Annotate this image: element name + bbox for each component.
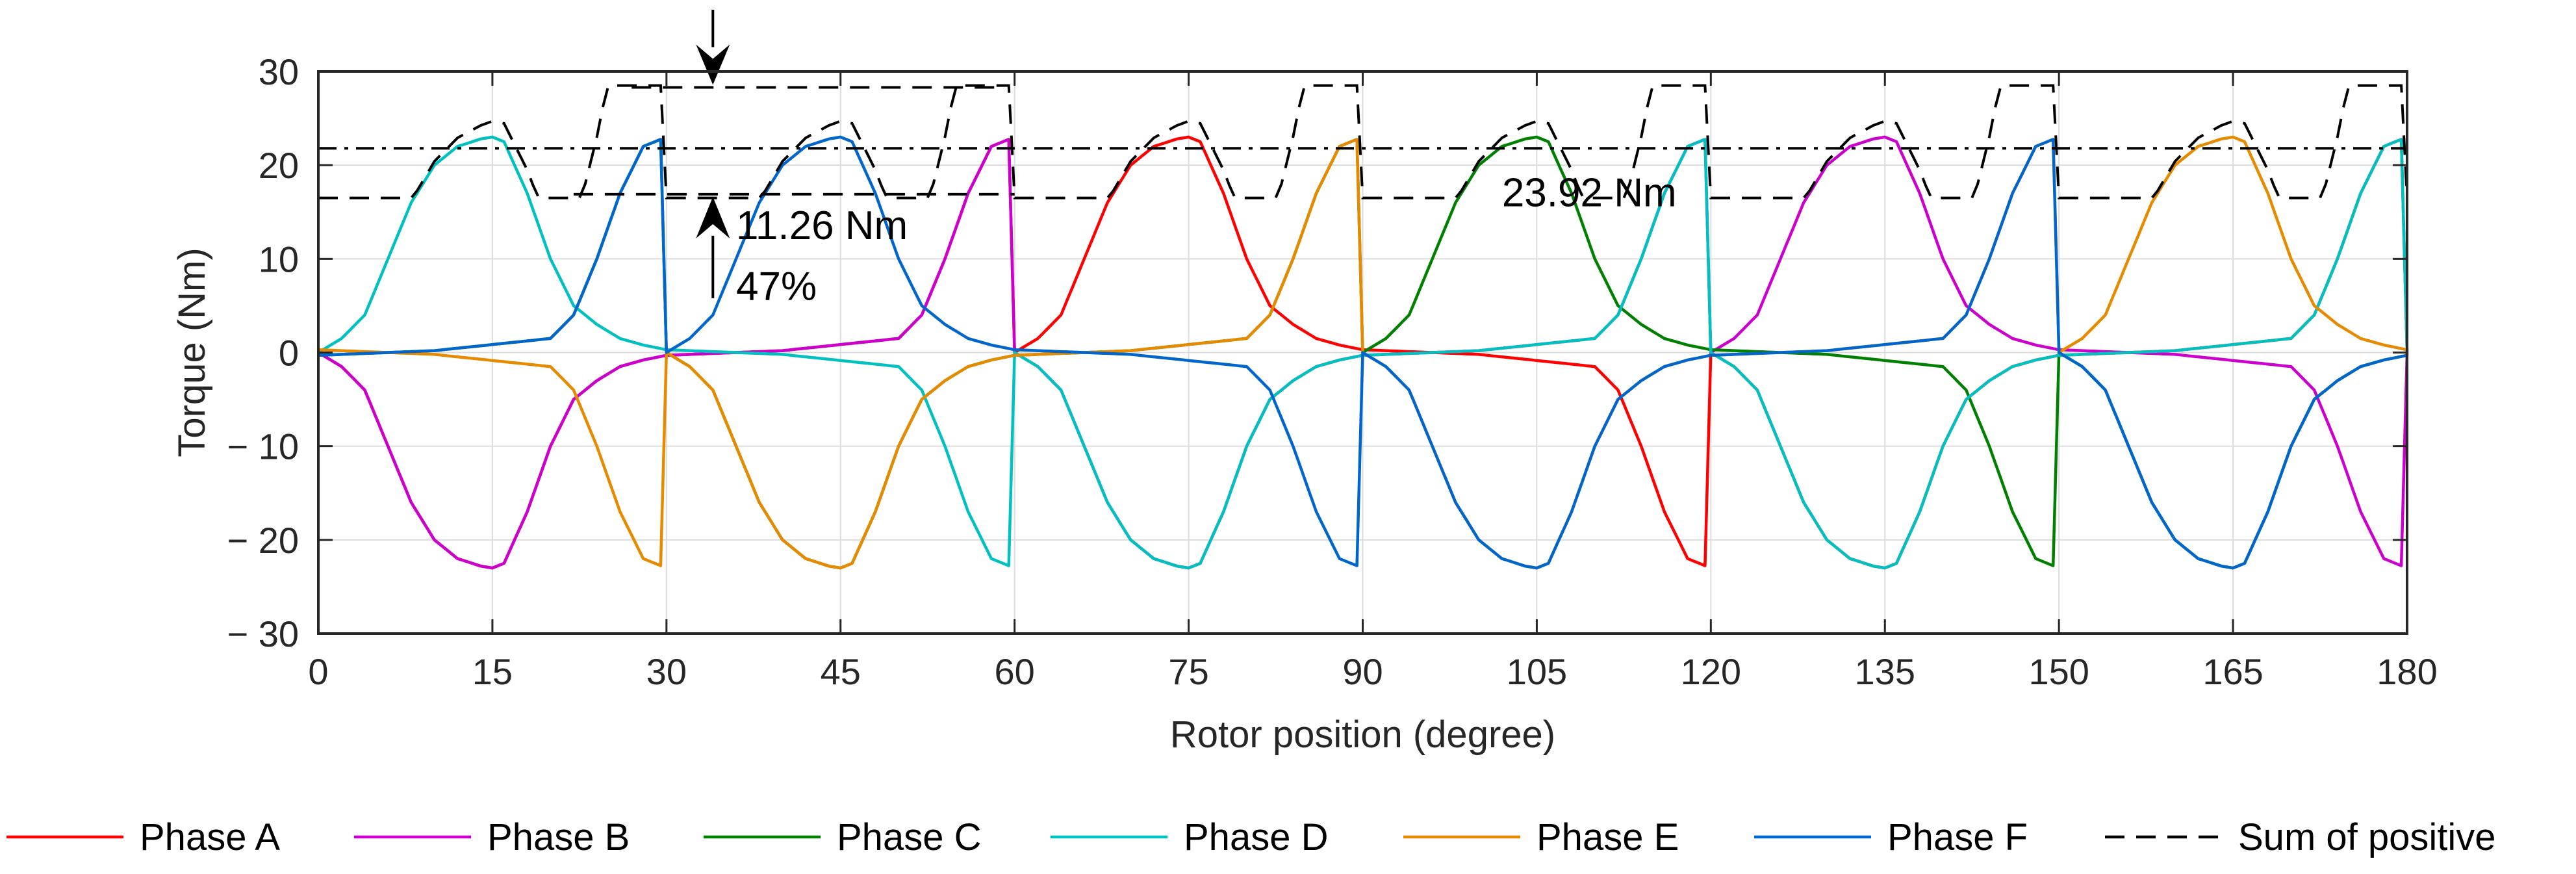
- annotation-0: 11.26 Nm: [736, 203, 908, 248]
- tick-layer: 0 15 30 45 60 75 90 105 120 135 150 165 1803020100− …: [227, 51, 2437, 692]
- y-tick-label: − 10: [227, 426, 299, 467]
- legend-label-5: Phase F: [1887, 816, 2028, 858]
- x-tick-label: 135: [1855, 651, 1915, 692]
- x-tick-label: 120: [1681, 651, 1741, 692]
- x-tick-label: 165: [2202, 651, 2263, 692]
- y-tick-label: − 20: [227, 520, 299, 561]
- y-tick-label: 30: [259, 51, 299, 92]
- overlay-layer: [318, 10, 2407, 298]
- x-tick-label: 90: [1342, 651, 1383, 692]
- annotation-layer: 11.26 Nm 47% 23.92 Nm: [736, 170, 1677, 309]
- legend-label-1: Phase B: [487, 816, 630, 858]
- x-tick-label: 60: [995, 651, 1035, 692]
- x-tick-label: 45: [821, 651, 861, 692]
- y-tick-label: 20: [259, 145, 299, 186]
- x-tick-label: 180: [2377, 651, 2437, 692]
- y-axis-title: Torque (Nm): [171, 248, 213, 457]
- legend-label-4: Phase E: [1537, 816, 1679, 858]
- x-tick-label: 15: [472, 651, 513, 692]
- annotation-2: 23.92 Nm: [1502, 170, 1677, 215]
- legend-label-6: Sum of positive: [2238, 816, 2496, 858]
- arrow-up-head: [696, 196, 730, 238]
- x-tick-label: 105: [1507, 651, 1567, 692]
- x-tick-label: 30: [646, 651, 687, 692]
- series-line-phase-f: [318, 135, 2408, 570]
- x-tick-label: 150: [2028, 651, 2089, 692]
- legend-label-0: Phase A: [140, 816, 280, 858]
- x-tick-label: 75: [1168, 651, 1208, 692]
- legend: Phase A Phase B Phase C Phase D Phase E Phase…: [6, 816, 2496, 858]
- legend-label-2: Phase C: [837, 816, 981, 858]
- legend-label-3: Phase D: [1184, 816, 1328, 858]
- y-tick-label: 10: [259, 238, 299, 279]
- y-tick-label: − 30: [227, 613, 299, 654]
- arrow-down-head: [696, 44, 730, 85]
- x-axis-title: Rotor position (degree): [1170, 713, 1555, 756]
- y-tick-label: 0: [279, 333, 299, 374]
- series-line-sum-of-positive: [318, 84, 2408, 199]
- x-tick-label: 0: [308, 651, 328, 692]
- series-layer: [317, 84, 2409, 570]
- annotation-1: 47%: [736, 264, 817, 309]
